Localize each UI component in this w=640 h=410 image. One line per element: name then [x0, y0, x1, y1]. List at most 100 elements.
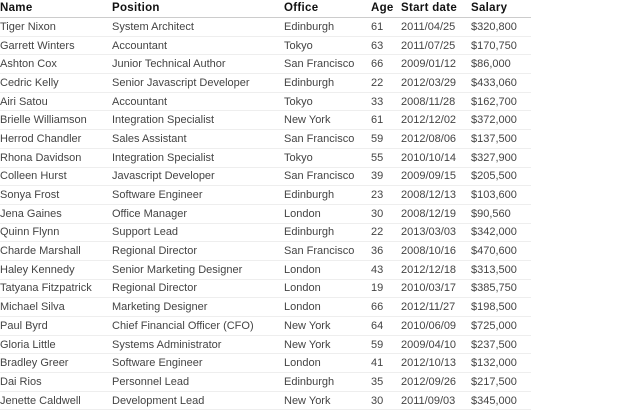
column-header-office[interactable]: Office [284, 0, 371, 18]
cell-age: 66 [371, 297, 401, 317]
cell-salary: $132,000 [471, 353, 531, 374]
cell-salary: $433,060 [471, 73, 531, 93]
cell-office: Tokyo [284, 92, 371, 112]
cell-name: Airi Satou [0, 92, 112, 112]
cell-salary: $725,000 [471, 316, 531, 336]
cell-salary: $342,000 [471, 223, 531, 243]
column-header-start-date[interactable]: Start date [401, 0, 471, 18]
cell-start-date: 2010/10/14 [401, 148, 471, 168]
cell-name: Tiger Nixon [0, 17, 112, 37]
cell-start-date: 2008/12/13 [401, 185, 471, 205]
cell-position: Software Engineer [112, 185, 284, 205]
cell-salary: $162,700 [471, 92, 531, 112]
cell-office: Tokyo [284, 36, 371, 56]
cell-start-date: 2010/03/17 [401, 279, 471, 299]
table-row[interactable]: Ashton Cox Junior Technical Author San Fra… [0, 54, 531, 75]
cell-office: London [284, 353, 371, 374]
table-row[interactable]: Michael Silva Marketing Designer London 66 2… [0, 297, 531, 317]
cell-salary: $320,800 [471, 17, 531, 37]
cell-name: Quinn Flynn [0, 223, 112, 243]
table-row[interactable]: Sonya Frost Software Engineer Edinburgh 23 2… [0, 185, 531, 205]
table-row[interactable]: Herrod Chandler Sales Assistant San Franci… [0, 129, 531, 149]
cell-salary: $237,500 [471, 335, 531, 355]
cell-position: Integration Specialist [112, 148, 284, 168]
table-row[interactable]: Bradley Greer Software Engineer London 41 20… [0, 353, 531, 374]
column-header-age[interactable]: Age [371, 0, 401, 18]
cell-salary: $86,000 [471, 54, 531, 75]
table-row[interactable]: Dai Rios Personnel Lead Edinburgh 35 2012/09… [0, 372, 531, 392]
cell-position: Sales Assistant [112, 129, 284, 149]
cell-age: 41 [371, 353, 401, 374]
cell-age: 33 [371, 92, 401, 112]
table-row[interactable]: Brielle Williamson Integration Specialist… [0, 110, 531, 131]
cell-name: Herrod Chandler [0, 129, 112, 149]
cell-salary: $470,600 [471, 241, 531, 261]
column-header-name[interactable]: Name [0, 0, 112, 18]
cell-start-date: 2012/12/18 [401, 260, 471, 280]
cell-office: Tokyo [284, 148, 371, 168]
cell-position: Personnel Lead [112, 372, 284, 392]
table-row[interactable]: Colleen Hurst Javascript Developer San Fra… [0, 167, 531, 187]
table-row[interactable]: Quinn Flynn Support Lead Edinburgh 22 2013/0… [0, 223, 531, 243]
cell-name: Rhona Davidson [0, 148, 112, 168]
cell-age: 66 [371, 54, 401, 75]
cell-name: Tatyana Fitzpatrick [0, 279, 112, 299]
cell-age: 39 [371, 167, 401, 187]
cell-start-date: 2008/12/19 [401, 204, 471, 224]
column-header-salary[interactable]: Salary [471, 0, 531, 18]
cell-salary: $170,750 [471, 36, 531, 56]
cell-age: 30 [371, 204, 401, 224]
cell-position: Senior Marketing Designer [112, 260, 284, 280]
table-row[interactable]: Haley Kennedy Senior Marketing Designer Lo… [0, 260, 531, 280]
column-header-position[interactable]: Position [112, 0, 284, 18]
cell-position: Chief Financial Officer (CFO) [112, 316, 284, 336]
cell-office: London [284, 297, 371, 317]
cell-position: Development Lead [112, 391, 284, 410]
table-row[interactable]: Charde Marshall Regional Director San Fran… [0, 241, 531, 261]
cell-position: Office Manager [112, 204, 284, 224]
cell-office: Edinburgh [284, 223, 371, 243]
table-row[interactable]: Cedric Kelly Senior Javascript Developer E… [0, 73, 531, 93]
cell-name: Gloria Little [0, 335, 112, 355]
cell-position: Regional Director [112, 241, 284, 261]
cell-name: Michael Silva [0, 297, 112, 317]
cell-salary: $372,000 [471, 110, 531, 131]
cell-age: 30 [371, 391, 401, 410]
cell-age: 35 [371, 372, 401, 392]
cell-name: Haley Kennedy [0, 260, 112, 280]
cell-age: 22 [371, 223, 401, 243]
table-row[interactable]: Jenette Caldwell Development Lead New York… [0, 391, 531, 410]
table-row[interactable]: Rhona Davidson Integration Specialist Toky… [0, 148, 531, 168]
cell-position: System Architect [112, 17, 284, 37]
cell-name: Dai Rios [0, 372, 112, 392]
table-row[interactable]: Tatyana Fitzpatrick Regional Director Lond… [0, 279, 531, 299]
table-row[interactable]: Jena Gaines Office Manager London 30 2008/12… [0, 204, 531, 224]
cell-start-date: 2012/03/29 [401, 73, 471, 93]
cell-position: Accountant [112, 36, 284, 56]
cell-salary: $90,560 [471, 204, 531, 224]
table-row[interactable]: Gloria Little Systems Administrator New Yo… [0, 335, 531, 355]
cell-start-date: 2012/12/02 [401, 110, 471, 131]
table-row[interactable]: Tiger Nixon System Architect Edinburgh 61 20… [0, 17, 531, 37]
table-row[interactable]: Garrett Winters Accountant Tokyo 63 2011/07/… [0, 36, 531, 56]
cell-age: 19 [371, 279, 401, 299]
cell-office: London [284, 279, 371, 299]
cell-name: Paul Byrd [0, 316, 112, 336]
cell-start-date: 2012/08/06 [401, 129, 471, 149]
cell-office: New York [284, 391, 371, 410]
cell-position: Javascript Developer [112, 167, 284, 187]
cell-office: Edinburgh [284, 17, 371, 37]
cell-office: London [284, 204, 371, 224]
cell-age: 23 [371, 185, 401, 205]
cell-age: 63 [371, 36, 401, 56]
cell-office: Edinburgh [284, 185, 371, 205]
cell-age: 64 [371, 316, 401, 336]
table-row[interactable]: Paul Byrd Chief Financial Officer (CFO) Ne… [0, 316, 531, 336]
cell-name: Jena Gaines [0, 204, 112, 224]
cell-office: San Francisco [284, 167, 371, 187]
cell-start-date: 2008/10/16 [401, 241, 471, 261]
table-row[interactable]: Airi Satou Accountant Tokyo 33 2008/11/28 $16… [0, 92, 531, 112]
header-row: Name Position Office Age Start date Salary [0, 0, 531, 18]
cell-position: Systems Administrator [112, 335, 284, 355]
cell-start-date: 2011/09/03 [401, 391, 471, 410]
